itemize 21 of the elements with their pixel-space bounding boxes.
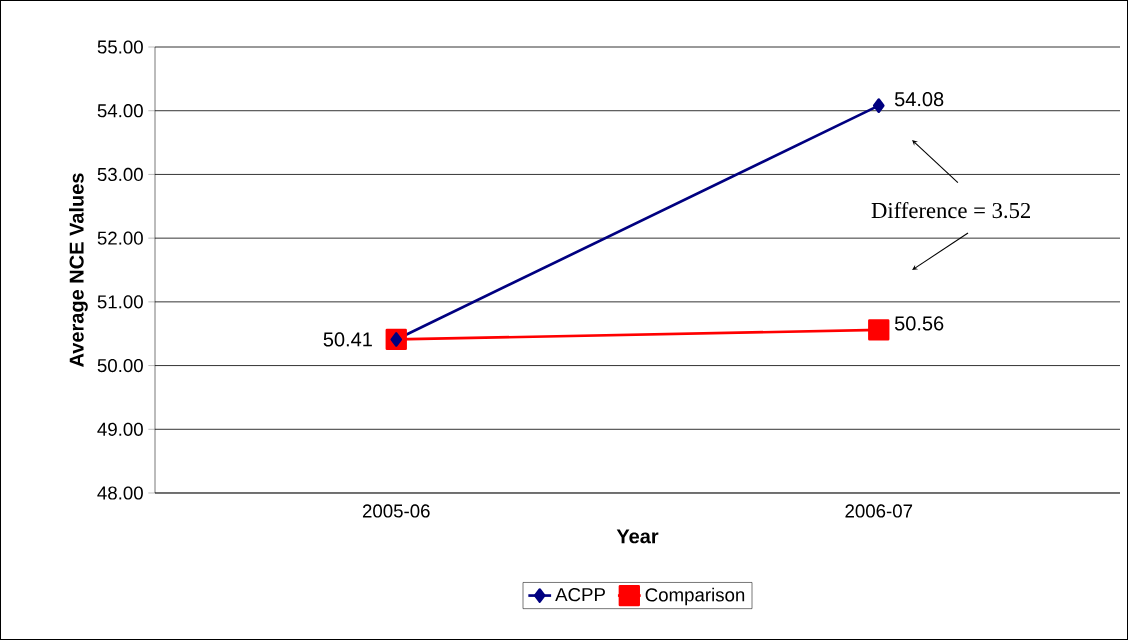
annotation: Difference = 3.52: [871, 201, 1030, 219]
x-tick-label: 2006-07: [845, 504, 913, 518]
point: [868, 319, 890, 341]
legend-label: Comparison: [645, 587, 745, 606]
y-tick-label: 54.00: [97, 104, 143, 118]
data-label: 54.08: [894, 92, 944, 107]
y-tick-label: 49.00: [97, 422, 143, 436]
point: [390, 332, 403, 347]
point: [872, 98, 885, 113]
y-tick-label: 50.00: [97, 358, 143, 373]
x-tick-label: 2005-06: [362, 504, 430, 518]
x-axis-title: Year: [616, 529, 659, 544]
y-tick-label: 51.00: [97, 295, 143, 309]
y-tick-label: 48.00: [97, 486, 143, 500]
y-axis-title: Average NCE Values: [69, 173, 88, 367]
y-tick-label: 53.00: [97, 167, 143, 182]
data-label: 50.41: [323, 332, 372, 347]
data-label: 50.56: [894, 316, 944, 331]
y-tick-label: 52.00: [97, 231, 143, 245]
y-tick-label: 55.00: [97, 40, 143, 54]
legend-label: ACPP: [555, 588, 605, 602]
